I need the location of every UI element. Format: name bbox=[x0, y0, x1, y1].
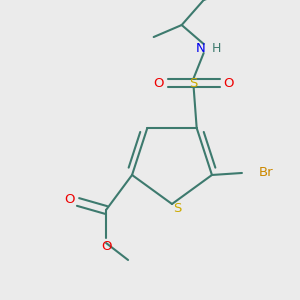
Text: Br: Br bbox=[259, 167, 274, 179]
Text: O: O bbox=[224, 76, 234, 89]
Text: H: H bbox=[212, 41, 221, 55]
Text: O: O bbox=[153, 76, 164, 89]
Text: S: S bbox=[173, 202, 181, 214]
Text: O: O bbox=[101, 241, 111, 254]
Text: O: O bbox=[64, 194, 74, 206]
Text: N: N bbox=[196, 41, 206, 55]
Text: S: S bbox=[190, 76, 198, 89]
